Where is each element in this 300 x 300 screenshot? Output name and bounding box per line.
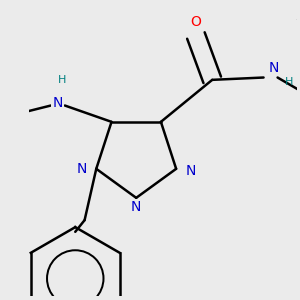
Text: H: H bbox=[58, 74, 67, 85]
Text: O: O bbox=[190, 14, 201, 28]
Text: N: N bbox=[131, 200, 141, 214]
Text: N: N bbox=[76, 162, 87, 176]
Text: N: N bbox=[268, 61, 279, 75]
Text: H: H bbox=[285, 77, 293, 87]
Text: N: N bbox=[52, 96, 62, 110]
Text: N: N bbox=[185, 164, 196, 178]
